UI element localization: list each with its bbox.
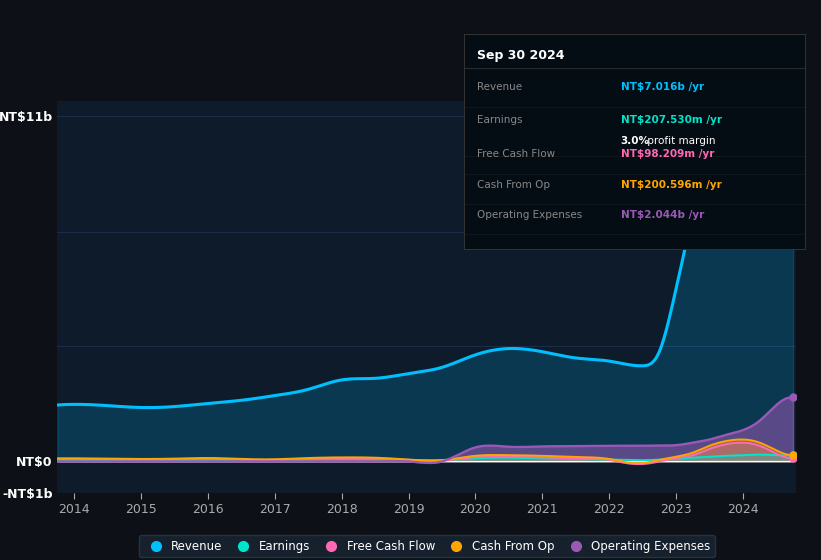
Legend: Revenue, Earnings, Free Cash Flow, Cash From Op, Operating Expenses: Revenue, Earnings, Free Cash Flow, Cash … bbox=[139, 535, 715, 557]
Text: Cash From Op: Cash From Op bbox=[478, 180, 551, 189]
Text: 3.0%: 3.0% bbox=[621, 137, 649, 146]
Text: NT$7.016b /yr: NT$7.016b /yr bbox=[621, 82, 704, 92]
Text: Free Cash Flow: Free Cash Flow bbox=[478, 150, 556, 160]
Text: profit margin: profit margin bbox=[644, 137, 716, 146]
Text: Operating Expenses: Operating Expenses bbox=[478, 209, 583, 220]
Text: Revenue: Revenue bbox=[478, 82, 523, 92]
Text: NT$98.209m /yr: NT$98.209m /yr bbox=[621, 150, 714, 160]
Text: NT$207.530m /yr: NT$207.530m /yr bbox=[621, 115, 722, 125]
Text: Sep 30 2024: Sep 30 2024 bbox=[478, 49, 565, 62]
Text: NT$2.044b /yr: NT$2.044b /yr bbox=[621, 209, 704, 220]
Text: Earnings: Earnings bbox=[478, 115, 523, 125]
Text: NT$200.596m /yr: NT$200.596m /yr bbox=[621, 180, 722, 189]
